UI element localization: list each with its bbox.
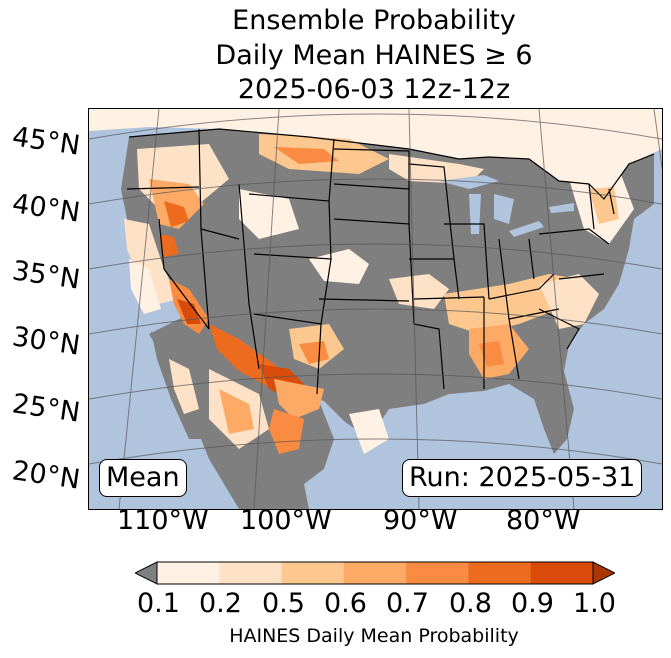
lon-label-90: 90°W [383, 505, 458, 536]
mean-label: Mean [99, 459, 187, 497]
map-svg [89, 109, 662, 509]
lake-huron [494, 194, 514, 224]
colorbar [133, 560, 617, 590]
lon-label-80: 80°W [506, 505, 581, 536]
cbar-tick-3: 0.6 [324, 588, 367, 619]
cbar-tick-2: 0.5 [262, 588, 305, 619]
canada-region [89, 109, 662, 199]
colorbar-cell [219, 562, 283, 584]
colorbar-over-triangle [592, 561, 617, 585]
colorbar-cell [468, 562, 532, 584]
lat-label-40: 40°N [10, 188, 82, 229]
run-label: Run: 2025-05-31 [402, 459, 643, 497]
colorbar-cell [406, 562, 469, 584]
lake-erie [509, 221, 544, 237]
lon-label-100: 100°W [240, 505, 332, 536]
colorbar-cell [530, 562, 594, 584]
lat-label-35: 35°N [10, 255, 82, 296]
probability-patches [124, 134, 634, 454]
colorbar-under-triangle [133, 561, 158, 585]
colorbar-label: HAINES Daily Mean Probability [229, 625, 519, 647]
colorbar-cell [343, 562, 407, 584]
colorbar-frame [156, 561, 594, 585]
state-borders [126, 128, 655, 395]
lake-michigan [469, 194, 481, 234]
lake-ontario [549, 203, 574, 213]
map-panel [88, 108, 663, 510]
title-line-1: Ensemble Probability [232, 5, 516, 36]
graticule [89, 109, 662, 509]
colorbar-cell [157, 562, 220, 584]
lat-label-30: 30°N [10, 321, 82, 362]
colorbar-svg [133, 561, 617, 585]
cbar-tick-4: 0.7 [386, 588, 429, 619]
cbar-tick-0: 0.1 [137, 588, 180, 619]
lat-label-25: 25°N [10, 388, 82, 429]
colorbar-cell [281, 562, 345, 584]
cbar-tick-6: 0.9 [511, 588, 554, 619]
cbar-tick-5: 0.8 [449, 588, 492, 619]
lon-label-110: 110°W [117, 505, 209, 536]
cbar-tick-1: 0.2 [199, 588, 242, 619]
title-line-2: Daily Mean HAINES ≥ 6 [215, 40, 533, 71]
lat-label-20: 20°N [10, 455, 82, 496]
lat-label-45: 45°N [10, 121, 82, 162]
colorbar-cells [157, 562, 594, 584]
cbar-tick-7: 1.0 [573, 588, 616, 619]
title-line-3: 2025-06-03 12z-12z [237, 74, 511, 105]
